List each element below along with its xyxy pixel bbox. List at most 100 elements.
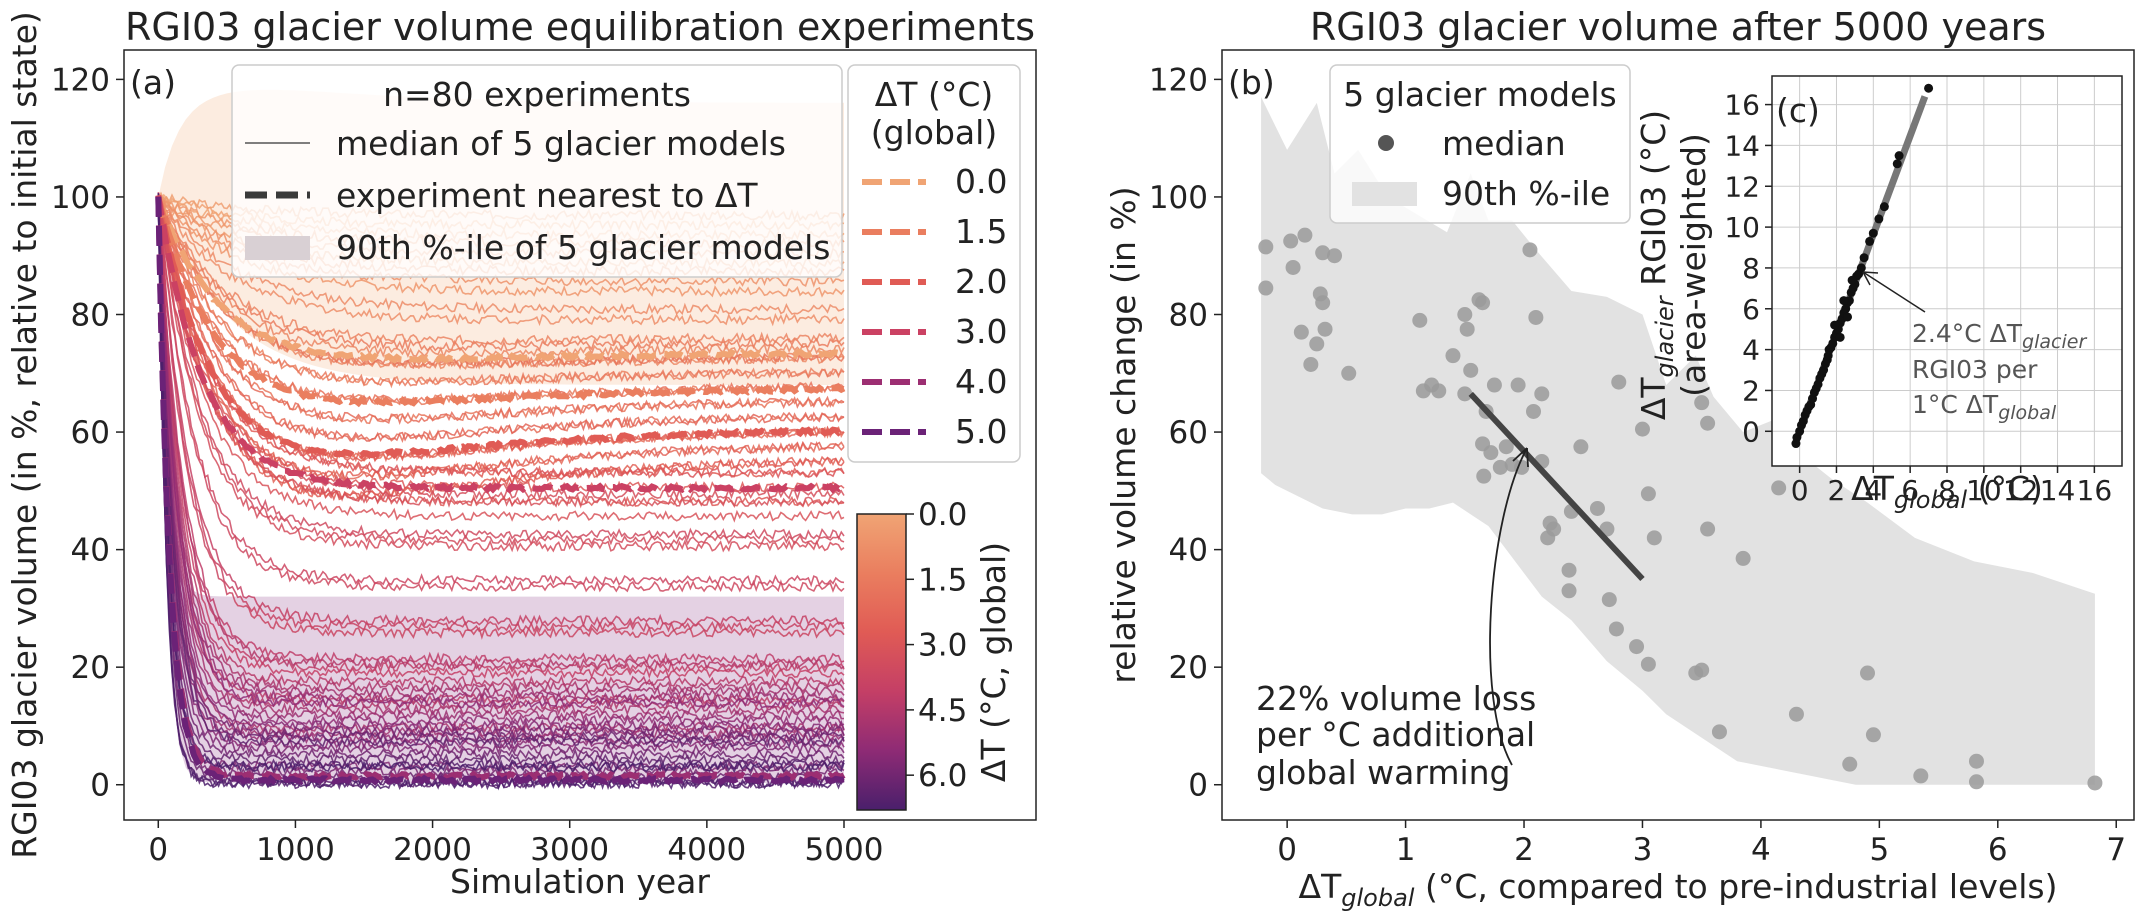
median-point xyxy=(1459,321,1475,337)
glacier-point xyxy=(1835,332,1845,342)
dt-legend-label: 5.0 xyxy=(955,412,1007,451)
panel-a-dt-legend: ΔT (°C) (global) 0.0 1.5 2.0 3.0 4.0 5.0 xyxy=(847,64,1021,463)
colorbar-tick-label: 1.5 xyxy=(918,562,967,598)
legend-nearest-label: experiment nearest to ΔT xyxy=(336,176,758,215)
experiment-line xyxy=(157,193,845,743)
glacier-point xyxy=(1868,228,1878,238)
panel-b-ylabel: relative volume change (in %) xyxy=(1104,186,1143,683)
median-point xyxy=(1860,665,1876,681)
median-point xyxy=(1865,727,1881,743)
glacier-point xyxy=(1830,320,1840,330)
slope-annotation-line-1: 2.4°C ΔTglacier xyxy=(1912,319,2087,353)
median-point xyxy=(1317,321,1333,337)
colorbar-tick-label: 3.0 xyxy=(918,628,967,664)
experiment-line xyxy=(157,196,845,588)
experiment-line xyxy=(157,200,845,772)
annotation-line-1: 22% volume loss xyxy=(1256,679,1536,718)
y-tick-label: 12 xyxy=(1724,170,1760,203)
legend-median-label: median of 5 glacier models xyxy=(336,124,786,163)
annotation-line-3: global warming xyxy=(1256,753,1511,792)
median-point xyxy=(1694,662,1710,678)
y-tick-label: 20 xyxy=(71,650,110,686)
median-point xyxy=(1483,445,1499,461)
median-point xyxy=(1463,362,1479,378)
glacier-point xyxy=(1843,312,1853,322)
trend-line xyxy=(1468,391,1645,582)
y-tick-label: 40 xyxy=(1169,533,1208,569)
panel-b-title: RGI03 glacier volume after 5000 years xyxy=(1310,5,2046,49)
experiment-line xyxy=(157,192,845,353)
y-tick-label: 0 xyxy=(90,768,110,804)
median-point xyxy=(1492,459,1508,475)
median-point xyxy=(1498,439,1514,455)
experiment-line xyxy=(157,198,845,502)
median-point xyxy=(1258,280,1274,296)
experiment-line xyxy=(157,193,845,541)
colorbar-tick-label: 4.5 xyxy=(918,693,967,729)
experiment-line xyxy=(157,197,845,749)
median-point xyxy=(1589,500,1605,516)
median-point xyxy=(1634,421,1650,437)
x-tick-label: 6 xyxy=(1901,474,1919,507)
median-point xyxy=(1788,706,1804,722)
slope-annotation-line-3: 1°C ΔTglobal xyxy=(1912,390,2057,424)
y-tick-label: 60 xyxy=(71,415,110,451)
median-point xyxy=(1640,656,1656,672)
experiment-line xyxy=(157,194,845,773)
panel-c-tag: (c) xyxy=(1776,91,1820,130)
panel-a-axes: 0 1000 2000 3000 4000 5000 0 20 40 60 80 100 120 xyxy=(51,62,884,868)
y-tick-label: 80 xyxy=(1169,298,1208,334)
median-point xyxy=(1646,530,1662,546)
median-point xyxy=(1694,395,1710,411)
experiment-line xyxy=(157,193,845,480)
y-tick-label: 14 xyxy=(1724,129,1760,162)
colorbar-tick-label: 0.0 xyxy=(918,497,967,533)
x-tick-label: 2 xyxy=(1514,832,1534,868)
y-tick-label: 100 xyxy=(51,180,110,216)
median-point xyxy=(1526,403,1542,419)
x-tick-label: 14 xyxy=(2040,474,2076,507)
median-point xyxy=(1293,324,1309,340)
panel-a-title: RGI03 glacier volume equilibration exper… xyxy=(125,5,1035,49)
experiment-line xyxy=(157,195,845,705)
experiment-line xyxy=(157,200,845,633)
median-point xyxy=(1457,307,1473,323)
median-point xyxy=(1522,242,1538,258)
experiment-nearest-2.0 xyxy=(155,194,845,460)
experiment-line xyxy=(157,197,845,347)
y-tick-label: 2 xyxy=(1742,374,1760,407)
experiment-line xyxy=(157,193,845,733)
median-point xyxy=(1561,562,1577,578)
median-point xyxy=(1283,233,1299,249)
x-tick-label: 4 xyxy=(1751,832,1771,868)
experiment-nearest-3.0 xyxy=(155,195,845,494)
panel-c-annotation: 2.4°C ΔTglacier RGI03 per 1°C ΔTglobal xyxy=(1862,271,2087,424)
median-point xyxy=(1510,377,1526,393)
experiment-line xyxy=(157,196,845,665)
experiment-line xyxy=(157,192,845,628)
panel-a-colorbar: 0.0 1.5 3.0 4.5 6.0 ΔT (°C, global) xyxy=(856,497,1013,811)
glacier-point xyxy=(1874,214,1884,224)
y-tick-label: 0 xyxy=(1188,768,1208,804)
panel-a-frame xyxy=(123,49,1037,821)
median-point xyxy=(1842,756,1858,772)
x-tick-label: 10 xyxy=(1966,474,2002,507)
x-tick-label: 7 xyxy=(2106,832,2126,868)
glacier-point xyxy=(1847,275,1857,285)
glacier-point xyxy=(1859,253,1869,263)
median-point xyxy=(1968,753,1984,769)
x-tick-label: 3000 xyxy=(530,832,609,868)
x-tick-label: 3 xyxy=(1633,832,1653,868)
panel-a-ylabel: RGI03 glacier volume (in %, relative to … xyxy=(5,11,44,859)
x-tick-label: 6 xyxy=(1988,832,2008,868)
median-point xyxy=(1297,227,1313,243)
y-tick-label: 6 xyxy=(1742,293,1760,326)
y-tick-label: 80 xyxy=(71,298,110,334)
experiment-line xyxy=(157,200,845,405)
median-point xyxy=(1611,374,1627,390)
experiment-line xyxy=(157,193,845,722)
dt-legend-label: 4.0 xyxy=(955,362,1007,401)
y-tick-label: 4 xyxy=(1742,334,1760,367)
y-tick-label: 10 xyxy=(1724,211,1760,244)
